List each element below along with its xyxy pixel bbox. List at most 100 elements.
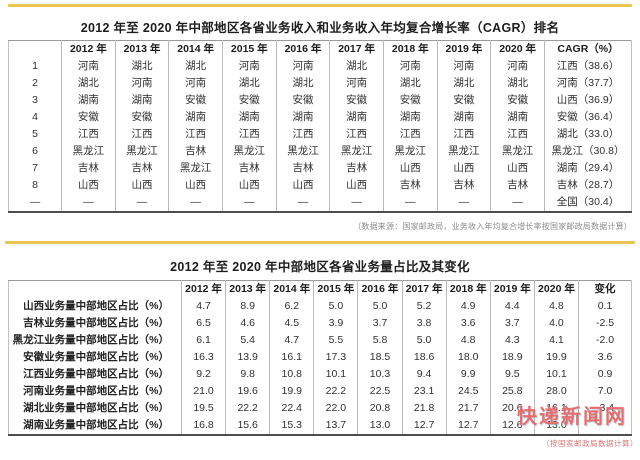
- table-cell: 23.1: [401, 383, 447, 400]
- table-cell: 安徽: [490, 92, 545, 109]
- table-cell: 湖北: [382, 75, 438, 92]
- table-cell: 7.0: [578, 383, 632, 400]
- table-cell: 山西业务量中部地区占比（%）: [23, 300, 169, 312]
- site-watermark: 快递新闻网: [517, 406, 627, 428]
- table-cell: 1: [32, 60, 38, 72]
- table-row: 6 黑龙江 黑龙江 吉林 黑龙江 黑龙江 黑龙江 黑龙江 黑龙江 黑龙江 黑龙江（30.8）: [9, 143, 632, 160]
- table-cell: 山西: [329, 177, 384, 194]
- table-cell: 吉林: [114, 160, 169, 177]
- volume-share-table: 2012 年 2013 年 2014 年 2015 年 2016 年 2017 年 2018…: [8, 280, 632, 436]
- table-cell: —: [490, 194, 545, 212]
- table-cell: 黑龙江业务量中部地区占比（%）: [12, 334, 169, 346]
- table-cell: 19.5: [180, 400, 226, 417]
- header-cell: 2012 年: [61, 40, 116, 58]
- table-cell: 20.6: [489, 400, 535, 417]
- header-cell: 2018 年: [382, 40, 438, 58]
- table-cell: 15.3: [269, 417, 314, 435]
- table-cell: 3.7: [489, 315, 535, 332]
- table-cell: 河南: [168, 75, 223, 92]
- table-cell: —: [221, 194, 277, 212]
- table-cell: 19.6: [225, 383, 270, 400]
- income-cagr-ranking-table: 2012 年 2013 年 2014 年 2015 年 2016 年 2017 年 2018…: [8, 40, 632, 213]
- table-cell: 21.7: [445, 400, 491, 417]
- table-cell: 山西: [436, 160, 491, 177]
- table-cell: 25.8: [489, 383, 535, 400]
- table-cell: 湖南业务量中部地区占比（%）: [23, 419, 169, 431]
- table-cell: 山西: [490, 160, 545, 177]
- table-cell: 18.6: [401, 349, 447, 366]
- table-cell: 黑龙江: [275, 143, 330, 160]
- middle-accent-rule: [5, 241, 635, 244]
- table-cell: 19.9: [533, 349, 579, 366]
- table-cell: 河南: [382, 58, 438, 75]
- table-cell: 安徽: [114, 109, 169, 126]
- table-cell: -2.0: [578, 332, 632, 349]
- table-cell: 9.9: [445, 366, 491, 383]
- table-row: 2 湖北 河南 河南 湖北 湖北 河南 湖北 湖北 湖北 河南（37.7）: [9, 75, 632, 92]
- table-cell: 12.7: [445, 417, 491, 435]
- table-cell: 山西（36.9）: [544, 92, 632, 109]
- table-cell: 湖南: [329, 109, 384, 126]
- table-cell: 湖北: [275, 75, 330, 92]
- table-cell: 黑龙江: [329, 143, 384, 160]
- header-row: 2012 年 2013 年 2014 年 2015 年 2016 年 2017 年 2018…: [9, 40, 632, 58]
- table-cell: 河南: [436, 58, 491, 75]
- table-row: 黑龙江业务量中部地区占比（%） 6.1 5.4 4.7 5.5 5.8 5.0 4.8 4.3 4…: [9, 332, 632, 349]
- table-cell: 吉林: [275, 160, 330, 177]
- volume-share-table-title: 2012 年至 2020 年中部地区各省业务量占比及其变化: [170, 260, 470, 274]
- table-cell: 湖南: [275, 109, 330, 126]
- table-cell: 13.9: [225, 349, 270, 366]
- table-cell: 9.5: [489, 366, 535, 383]
- table-cell: 22.4: [269, 400, 314, 417]
- table-cell: —: [382, 194, 438, 212]
- table-cell: 湖北（33.0）: [544, 126, 632, 143]
- table-cell: 湖南（29.4）: [544, 160, 632, 177]
- header-cell: 2012 年: [180, 280, 226, 298]
- income-cagr-table-head: 2012 年 2013 年 2014 年 2015 年 2016 年 2017 年 2018…: [9, 40, 632, 58]
- table-cell: 18.0: [445, 349, 491, 366]
- table-cell: 3.8: [401, 315, 447, 332]
- table-cell: -2.5: [578, 315, 632, 332]
- header-cell: 2015 年: [313, 280, 358, 298]
- table-cell: 17.3: [313, 349, 358, 366]
- table-cell: 安徽: [382, 92, 438, 109]
- table-row: 河南业务量中部地区占比（%） 21.0 19.6 19.9 22.2 22.5 23.1 24…: [9, 383, 632, 400]
- table-cell: 吉林: [382, 177, 438, 194]
- table-cell: 4.8: [445, 332, 491, 349]
- table-cell: 4.8: [533, 298, 579, 315]
- header-cell: 2020 年: [490, 40, 545, 58]
- header-row: 2012 年 2013 年 2014 年 2015 年 2016 年 2017 年 2018…: [9, 280, 632, 298]
- table-cell: 0.1: [578, 298, 632, 315]
- table-cell: 3: [32, 94, 38, 106]
- table-cell: 5.8: [357, 332, 403, 349]
- table-cell: 湖南: [382, 109, 438, 126]
- table-cell: 5: [32, 128, 38, 140]
- table-row: 安徽业务量中部地区占比（%） 16.3 13.9 16.1 17.3 18.5 18.6 18…: [9, 349, 632, 366]
- header-cell: 2017 年: [401, 280, 447, 298]
- table-cell: 吉林: [490, 177, 545, 194]
- table-row: 8 山西 山西 山西 山西 山西 山西 吉林 吉林 吉林 吉林（28.7）: [9, 177, 632, 194]
- table-cell: 10.1: [313, 366, 358, 383]
- table-cell: 4.7: [180, 298, 226, 315]
- table-cell: 黑龙江: [221, 143, 277, 160]
- table-cell: 4: [32, 111, 38, 123]
- table-cell: 4.6: [225, 315, 270, 332]
- table-cell: 13.0: [357, 417, 403, 435]
- table-cell: 湖北: [490, 75, 545, 92]
- table-row: 7 吉林 吉林 黑龙江 吉林 吉林 吉林 山西 山西 山西 湖南（29.4）: [9, 160, 632, 177]
- table-cell: 吉林: [221, 160, 277, 177]
- table-cell: 22.5: [357, 383, 403, 400]
- table-cell: 0.9: [578, 366, 632, 383]
- table-cell: 河南: [221, 58, 277, 75]
- table-cell: 河南（37.7）: [544, 75, 632, 92]
- table-cell: —: [29, 196, 41, 208]
- table-cell: 12.6: [489, 417, 535, 435]
- table-cell: 安徽: [275, 92, 330, 109]
- table-cell: 江西: [382, 126, 438, 143]
- header-cell: 2018 年: [445, 280, 491, 298]
- table-row: 江西业务量中部地区占比（%） 9.2 9.8 10.8 10.1 10.3 9.4 9.9 9.…: [9, 366, 632, 383]
- table-cell: 湖北业务量中部地区占比（%）: [23, 402, 169, 414]
- table-row: 4 安徽 安徽 湖南 湖南 湖南 湖南 湖南 湖南 湖南 安徽（36.4）: [9, 109, 632, 126]
- table-cell: 安徽业务量中部地区占比（%）: [23, 351, 169, 363]
- table-cell: 3.7: [357, 315, 403, 332]
